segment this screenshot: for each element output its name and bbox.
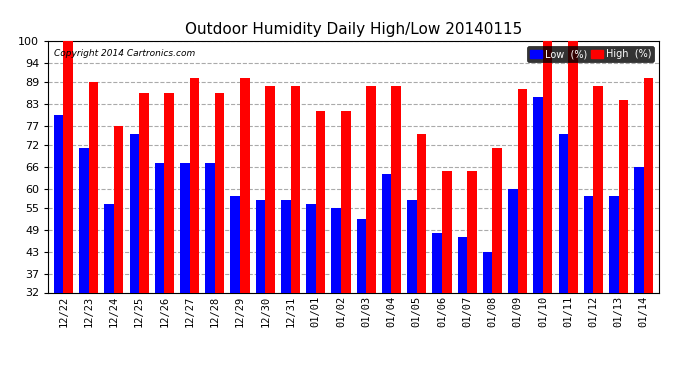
Bar	[316, 111, 326, 292]
Bar	[205, 163, 215, 292]
Bar	[391, 86, 401, 292]
Bar	[240, 78, 250, 292]
Bar	[558, 134, 568, 292]
Bar	[104, 204, 114, 292]
Bar	[543, 41, 553, 292]
Bar	[114, 126, 124, 292]
Bar	[584, 196, 593, 292]
Bar	[357, 219, 366, 292]
Bar	[190, 78, 199, 292]
Bar	[483, 252, 493, 292]
Bar	[139, 93, 149, 292]
Bar	[256, 200, 266, 292]
Bar	[180, 163, 190, 292]
Bar	[533, 97, 543, 292]
Bar	[331, 207, 341, 292]
Bar	[493, 148, 502, 292]
Bar	[306, 204, 316, 292]
Bar	[54, 115, 63, 292]
Bar	[266, 86, 275, 292]
Legend: Low  (%), High  (%): Low (%), High (%)	[527, 46, 654, 62]
Bar	[215, 93, 224, 292]
Bar	[568, 41, 578, 292]
Bar	[593, 86, 603, 292]
Text: Copyright 2014 Cartronics.com: Copyright 2014 Cartronics.com	[55, 49, 196, 58]
Bar	[467, 171, 477, 292]
Bar	[230, 196, 240, 292]
Bar	[508, 189, 518, 292]
Bar	[164, 93, 174, 292]
Bar	[130, 134, 139, 292]
Bar	[89, 82, 98, 292]
Bar	[341, 111, 351, 292]
Bar	[618, 100, 628, 292]
Bar	[63, 41, 73, 292]
Bar	[644, 78, 653, 292]
Bar	[442, 171, 451, 292]
Bar	[634, 167, 644, 292]
Bar	[433, 233, 442, 292]
Title: Outdoor Humidity Daily High/Low 20140115: Outdoor Humidity Daily High/Low 20140115	[185, 22, 522, 37]
Bar	[382, 174, 391, 292]
Bar	[366, 86, 376, 292]
Bar	[281, 200, 290, 292]
Bar	[155, 163, 164, 292]
Bar	[518, 89, 527, 292]
Bar	[407, 200, 417, 292]
Bar	[417, 134, 426, 292]
Bar	[457, 237, 467, 292]
Bar	[79, 148, 89, 292]
Bar	[290, 86, 300, 292]
Bar	[609, 196, 618, 292]
